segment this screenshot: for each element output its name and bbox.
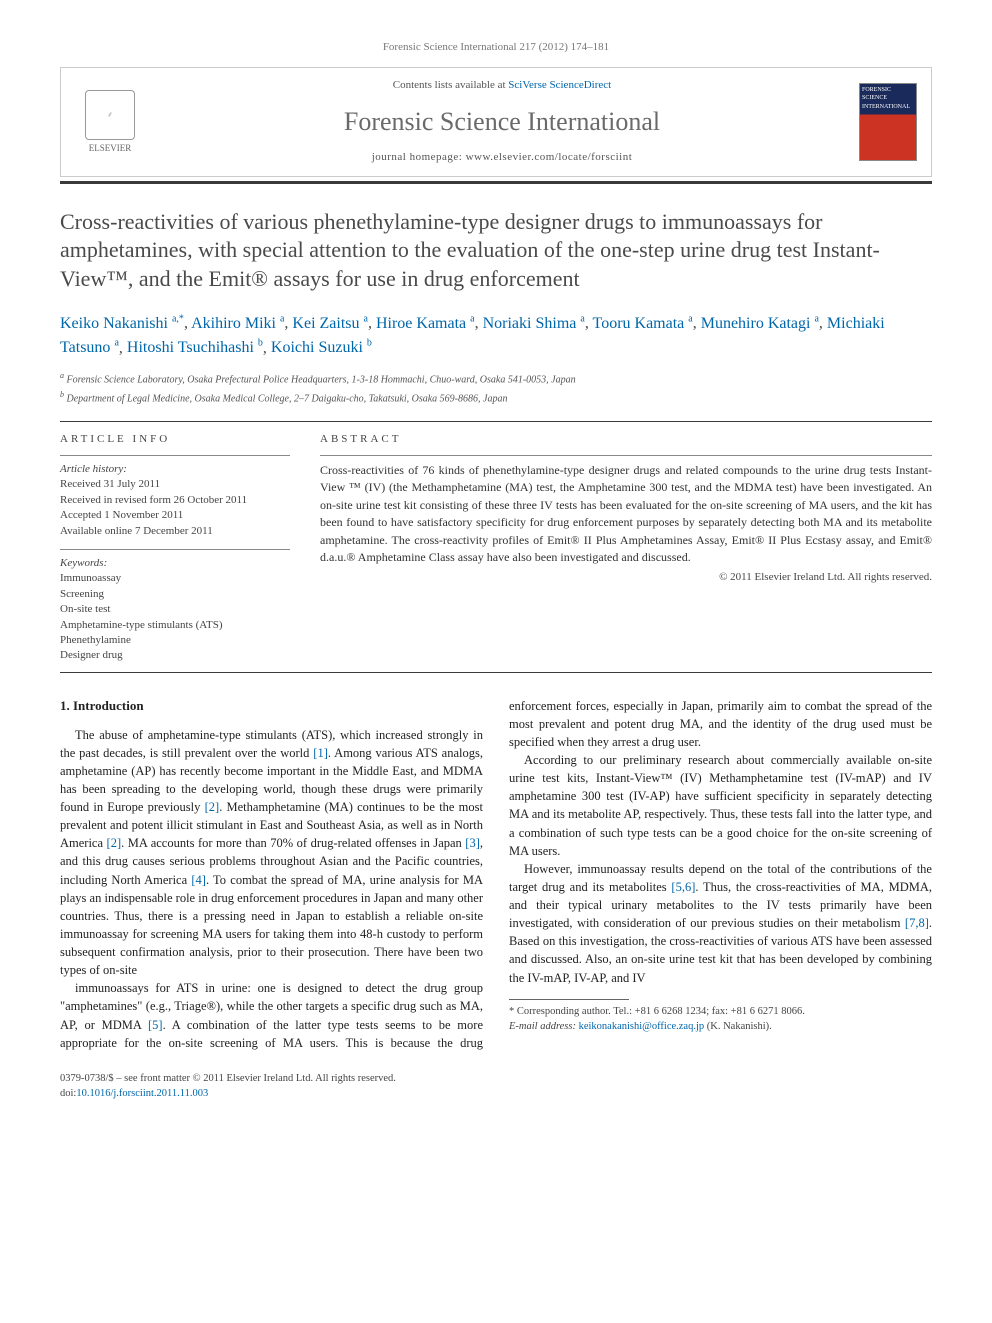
journal-homepage: journal homepage: www.elsevier.com/locat… xyxy=(145,150,859,165)
info-abstract-row: ARTICLE INFO Article history: Received 3… xyxy=(60,432,932,664)
intro-p1: The abuse of amphetamine-type stimulants… xyxy=(60,726,483,980)
history-item: Received in revised form 26 October 2011 xyxy=(60,493,290,508)
abstract-head: ABSTRACT xyxy=(320,432,932,447)
author-link[interactable]: Hitoshi Tsuchihashi b xyxy=(127,339,263,356)
article-info-head: ARTICLE INFO xyxy=(60,432,290,447)
keyword-item: Phenethylamine xyxy=(60,633,290,648)
contents-available: Contents lists available at SciVerse Sci… xyxy=(145,78,859,93)
body-columns: 1. Introduction The abuse of amphetamine… xyxy=(60,697,932,1052)
author-link[interactable]: Noriaki Shima a xyxy=(483,315,585,332)
affiliation: a Forensic Science Laboratory, Osaka Pre… xyxy=(60,370,932,387)
footer-line1: 0379-0738/$ – see front matter © 2011 El… xyxy=(60,1072,932,1087)
author-link[interactable]: Kei Zaitsu a xyxy=(292,315,368,332)
journal-name: Forensic Science International xyxy=(145,104,859,140)
doi-link[interactable]: 10.1016/j.forsciint.2011.11.003 xyxy=(76,1088,208,1099)
banner-rule xyxy=(60,181,932,184)
corr-email-line: E-mail address: keikonakanishi@office.za… xyxy=(509,1019,932,1034)
ref-link[interactable]: [3] xyxy=(465,836,480,850)
intro-p4: However, immunoassay results depend on t… xyxy=(509,860,932,987)
ref-link[interactable]: [1] xyxy=(313,746,328,760)
author-list: Keiko Nakanishi a,*, Akihiro Miki a, Kei… xyxy=(60,311,932,360)
abstract-copyright: © 2011 Elsevier Ireland Ltd. All rights … xyxy=(320,570,932,585)
section-1-head: 1. Introduction xyxy=(60,697,483,716)
history-item: Accepted 1 November 2011 xyxy=(60,508,290,523)
corr-email-link[interactable]: keikonakanishi@office.zaq.jp xyxy=(579,1021,705,1032)
ref-link[interactable]: [5] xyxy=(148,1018,163,1032)
ref-link[interactable]: [2] xyxy=(107,836,122,850)
corr-line: * Corresponding author. Tel.: +81 6 6268… xyxy=(509,1004,932,1019)
author-link[interactable]: Tooru Kamata a xyxy=(593,315,693,332)
corr-email-suffix: (K. Nakanishi). xyxy=(704,1021,772,1032)
elsevier-label: ELSEVIER xyxy=(89,142,132,155)
email-label: E-mail address: xyxy=(509,1021,579,1032)
article-title: Cross-reactivities of various phenethyla… xyxy=(60,208,932,294)
keyword-item: On-site test xyxy=(60,602,290,617)
abstract-column: ABSTRACT Cross-reactivities of 76 kinds … xyxy=(320,432,932,664)
keywords-label: Keywords: xyxy=(60,556,290,571)
author-link[interactable]: Akihiro Miki a xyxy=(191,315,284,332)
corresponding-author: * Corresponding author. Tel.: +81 6 6268… xyxy=(509,1004,932,1034)
ref-link[interactable]: [2] xyxy=(205,800,220,814)
intro-p3: According to our preliminary research ab… xyxy=(509,751,932,860)
keyword-item: Screening xyxy=(60,587,290,602)
ref-link[interactable]: [4] xyxy=(191,873,206,887)
info-hr-1 xyxy=(60,455,290,456)
journal-banner: ⸙ ELSEVIER Contents lists available at S… xyxy=(60,67,932,176)
history-label: Article history: xyxy=(60,462,290,477)
info-hr-2 xyxy=(60,549,290,550)
homepage-url: www.elsevier.com/locate/forsciint xyxy=(466,151,633,163)
history-item: Available online 7 December 2011 xyxy=(60,524,290,539)
elsevier-tree-icon: ⸙ xyxy=(85,90,135,140)
author-link[interactable]: Hiroe Kamata a xyxy=(376,315,475,332)
footer-doi: doi:10.1016/j.forsciint.2011.11.003 xyxy=(60,1087,932,1102)
keyword-item: Immunoassay xyxy=(60,571,290,586)
author-link[interactable]: Keiko Nakanishi a,* xyxy=(60,315,184,332)
homepage-prefix: journal homepage: xyxy=(372,151,466,163)
ref-link[interactable]: [5,6] xyxy=(671,880,695,894)
contents-prefix: Contents lists available at xyxy=(393,79,508,91)
article-info-column: ARTICLE INFO Article history: Received 3… xyxy=(60,432,290,664)
sciencedirect-link[interactable]: SciVerse ScienceDirect xyxy=(508,79,611,91)
doi-label: doi: xyxy=(60,1088,76,1099)
abstract-text: Cross-reactivities of 76 kinds of phenet… xyxy=(320,462,932,566)
info-rule-top xyxy=(60,421,932,422)
journal-cover-thumb: FORENSIC SCIENCE INTERNATIONAL xyxy=(859,83,917,161)
footnote-rule xyxy=(509,999,629,1000)
header-citation: Forensic Science International 217 (2012… xyxy=(60,40,932,55)
keyword-item: Designer drug xyxy=(60,648,290,663)
author-link[interactable]: Koichi Suzuki b xyxy=(271,339,372,356)
abstract-hr xyxy=(320,455,932,456)
affiliation: b Department of Legal Medicine, Osaka Me… xyxy=(60,389,932,406)
page-footer: 0379-0738/$ – see front matter © 2011 El… xyxy=(60,1072,932,1101)
history-item: Received 31 July 2011 xyxy=(60,477,290,492)
keyword-item: Amphetamine-type stimulants (ATS) xyxy=(60,618,290,633)
elsevier-logo: ⸙ ELSEVIER xyxy=(75,82,145,162)
ref-link[interactable]: [7,8] xyxy=(905,916,929,930)
info-rule-bottom xyxy=(60,672,932,673)
author-link[interactable]: Munehiro Katagi a xyxy=(701,315,819,332)
banner-center: Contents lists available at SciVerse Sci… xyxy=(145,78,859,165)
